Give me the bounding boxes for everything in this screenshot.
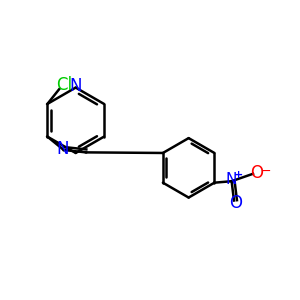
Text: O: O bbox=[229, 194, 242, 212]
Text: +: + bbox=[233, 170, 243, 180]
Text: Cl: Cl bbox=[56, 76, 72, 94]
Text: −: − bbox=[260, 165, 271, 178]
Text: N: N bbox=[226, 172, 237, 187]
Text: O: O bbox=[250, 164, 263, 182]
Text: N: N bbox=[56, 140, 68, 158]
Text: N: N bbox=[69, 77, 82, 95]
